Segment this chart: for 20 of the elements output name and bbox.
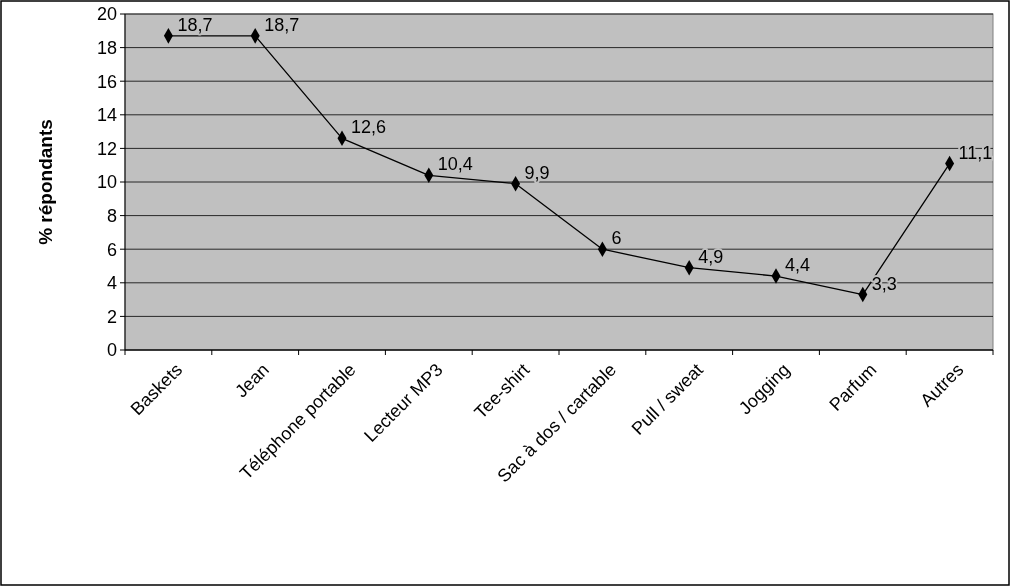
y-tick-label: 14: [96, 105, 117, 126]
text: 18,7: [177, 14, 213, 35]
text: 12,6: [351, 117, 387, 138]
y-tick-label: 18: [96, 37, 117, 58]
text: 9,9: [524, 162, 550, 183]
text: 10,4: [437, 154, 473, 175]
text: 18,7: [264, 14, 300, 35]
text: 4,4: [785, 255, 811, 276]
text: 6: [611, 228, 622, 249]
y-tick-label: 2: [106, 306, 117, 327]
y-axis-title: % répondants: [35, 119, 56, 245]
text: 4,9: [698, 246, 724, 267]
y-tick-label: 0: [106, 340, 117, 361]
y-tick-label: 8: [106, 205, 117, 226]
y-tick-label: 16: [96, 71, 117, 92]
y-tick-label: 4: [106, 273, 117, 294]
y-tick-label: 6: [106, 239, 117, 260]
y-tick-label: 12: [96, 138, 117, 159]
y-tick-label: 10: [96, 172, 117, 193]
y-tick-label: 20: [96, 4, 117, 25]
